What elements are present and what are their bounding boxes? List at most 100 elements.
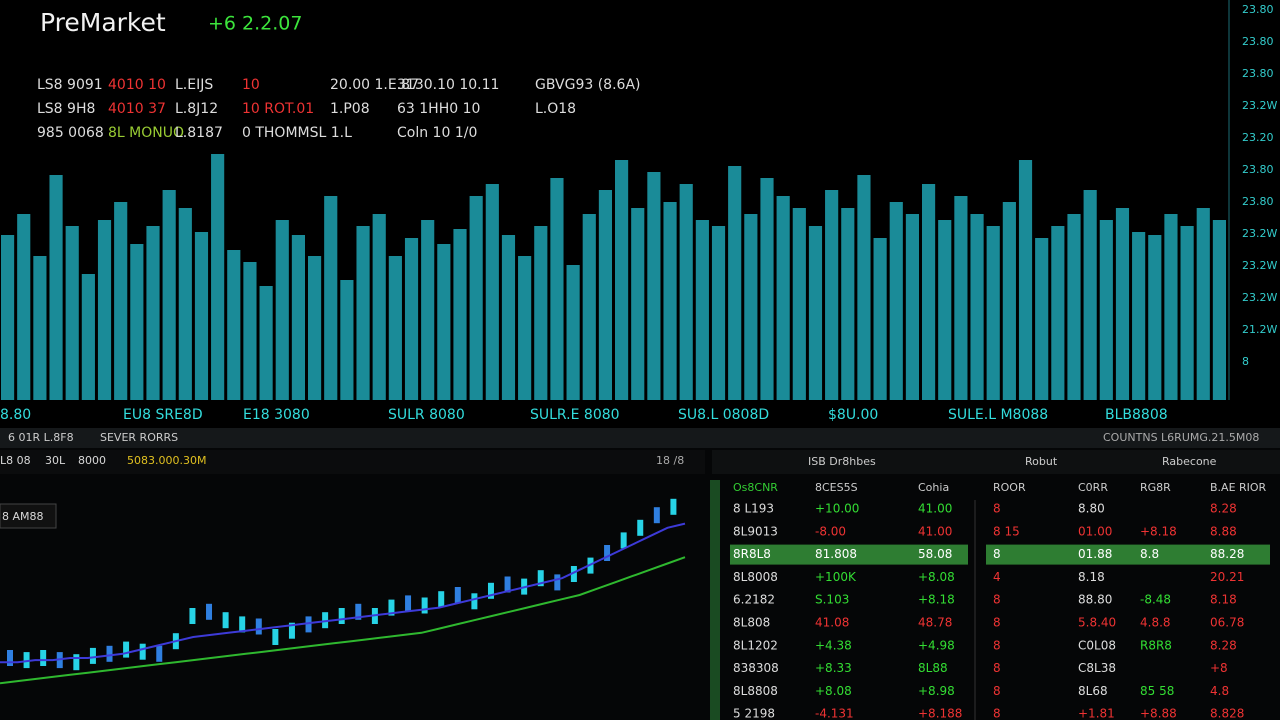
- volume-bar: [857, 175, 871, 400]
- y-tick-label: 23.2W: [1242, 259, 1277, 272]
- cell: 41.00: [918, 524, 952, 538]
- cell: 6.2182: [733, 593, 775, 607]
- y-tick-label: 23.80: [1242, 67, 1274, 80]
- candle: [139, 643, 146, 660]
- volume-bar: [1132, 232, 1146, 400]
- tab-strip: [0, 428, 1280, 448]
- column-header: 8CES5S: [815, 481, 858, 494]
- cell: 8L8808: [733, 684, 778, 698]
- volume-bar: [1196, 208, 1210, 400]
- cell: 88.80: [1078, 593, 1112, 607]
- volume-bar: [162, 190, 176, 400]
- cell: 8: [993, 502, 1001, 516]
- cell: 8L808: [733, 616, 770, 630]
- volume-bar: [453, 229, 467, 400]
- candle: [239, 616, 246, 633]
- cell: 8.18: [1078, 570, 1105, 584]
- candle: [620, 532, 627, 549]
- cell: 8 L193: [733, 502, 774, 516]
- stat: 8L MONUO: [108, 125, 184, 141]
- cell: +4.38: [815, 638, 852, 652]
- volume-bar: [905, 214, 919, 400]
- cell: 48.78: [918, 616, 952, 630]
- cell: 58.08: [918, 547, 952, 561]
- cell: C8L38: [1078, 661, 1116, 675]
- info: L8 08: [0, 454, 31, 467]
- stat: GBVG93 (8.6A): [535, 77, 640, 93]
- corner: 18 /8: [656, 454, 684, 467]
- stat: 20.00 1.E.87: [330, 77, 419, 93]
- stat: L.8J12: [175, 101, 218, 117]
- candle: [272, 629, 279, 645]
- volume-bar: [65, 226, 79, 400]
- tab[interactable]: SEVER RORRS: [100, 431, 178, 444]
- volume-bar: [695, 220, 709, 400]
- stat: L.EIJS: [175, 77, 213, 93]
- stat: 985 0068: [37, 125, 104, 141]
- volume-bar: [841, 208, 855, 400]
- change: +6 2.2.07: [208, 13, 302, 35]
- volume-bar: [404, 238, 419, 400]
- x-tick-label: SULR.E 8080: [530, 407, 620, 423]
- volume-bar: [194, 232, 209, 400]
- cell: 8: [993, 661, 1001, 675]
- volume-bar: [792, 208, 806, 400]
- volume-bar: [776, 196, 790, 400]
- volume-bar: [631, 208, 645, 400]
- cell: +8.188: [918, 707, 962, 720]
- candle: [189, 608, 196, 624]
- volume-bar: [825, 190, 839, 400]
- ma-line: [0, 556, 686, 685]
- volume-bar: [178, 208, 192, 400]
- volume-bar: [259, 286, 273, 400]
- y-tick-label: 23.80: [1242, 3, 1274, 16]
- cell: 838308: [733, 661, 779, 675]
- cell: 5 2198: [733, 707, 775, 720]
- tab[interactable]: 6 01R L.8F8: [8, 431, 74, 444]
- column-header: ROOR: [993, 481, 1026, 494]
- cell: 8.8: [1140, 547, 1159, 561]
- volume-bar: [744, 214, 758, 400]
- volume-bar: [1035, 238, 1049, 400]
- cell: 8L68: [1078, 684, 1108, 698]
- stat: 1.P08: [330, 101, 370, 117]
- candle: [355, 603, 362, 620]
- volume-bar: [324, 196, 338, 400]
- y-tick-label: 8: [1242, 355, 1249, 368]
- cell: -8.00: [815, 524, 846, 538]
- scroll-bar: [710, 480, 720, 720]
- stat: 63 1HH0 10: [397, 101, 480, 117]
- volume-bar: [1099, 220, 1113, 400]
- right-header: COUNTNS L6RUMG.21.5M08: [1103, 431, 1259, 444]
- y-tick-label: 23.80: [1242, 195, 1274, 208]
- cell: 8: [993, 684, 1001, 698]
- cell: 8.28: [1210, 502, 1237, 516]
- cell: 8 15: [993, 524, 1020, 538]
- cell: +100K: [815, 570, 857, 584]
- y-tick-label: 23.2W: [1242, 291, 1277, 304]
- volume-bar: [566, 265, 580, 400]
- stat: 3130.10 10.11: [397, 77, 499, 93]
- x-tick-label: BLB8808: [1105, 407, 1168, 423]
- cell: 01.88: [1078, 547, 1112, 561]
- volume-bar: [1067, 214, 1081, 400]
- volume-bar: [1083, 190, 1097, 400]
- column-header: Os8CNR: [733, 481, 778, 494]
- candle: [156, 645, 163, 662]
- candle: [338, 608, 345, 624]
- row-highlight: [730, 544, 968, 565]
- cell: +8: [1210, 661, 1228, 675]
- candle: [670, 498, 677, 515]
- cell: 41.00: [918, 502, 952, 516]
- stat: L.O18: [535, 101, 576, 117]
- candle: [454, 587, 461, 603]
- panel-title: Rabecone: [1162, 455, 1217, 468]
- stat: LS8 9H8: [37, 101, 95, 117]
- candle: [504, 576, 511, 593]
- cell: +8.08: [918, 570, 955, 584]
- volume-bar: [808, 226, 823, 400]
- cell: 8: [993, 638, 1001, 652]
- candle: [653, 507, 660, 524]
- volume-bar: [1, 235, 15, 400]
- column-header: B.AE RIOR: [1210, 481, 1267, 494]
